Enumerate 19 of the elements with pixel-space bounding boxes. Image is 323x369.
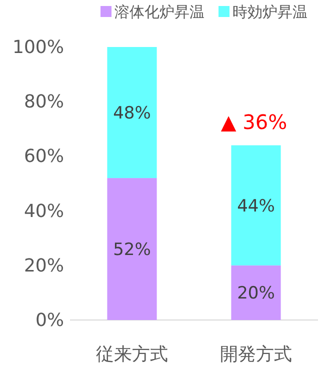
y-tick-label: 0% — [35, 310, 64, 331]
bar — [231, 265, 281, 320]
data-label: 48% — [113, 104, 151, 124]
y-tick-label: 20% — [24, 255, 64, 276]
bar — [231, 145, 281, 266]
bar — [107, 178, 157, 320]
legend-label: 時効炉昇温 — [232, 3, 308, 21]
x-tick-label: 開発方式 — [220, 344, 292, 365]
y-tick-label: 100% — [12, 37, 64, 58]
legend-label: 溶体化炉昇温 — [114, 3, 204, 21]
y-tick-label: 80% — [24, 92, 64, 113]
annotation: ▲ 36% — [220, 110, 288, 134]
x-tick-label: 従来方式 — [96, 344, 168, 365]
data-label: 20% — [237, 284, 275, 304]
y-tick-label: 40% — [24, 200, 64, 222]
data-label: 52% — [113, 240, 151, 260]
bar — [107, 47, 157, 178]
data-label: 44% — [237, 196, 275, 216]
y-tick-label: 60% — [24, 146, 64, 168]
